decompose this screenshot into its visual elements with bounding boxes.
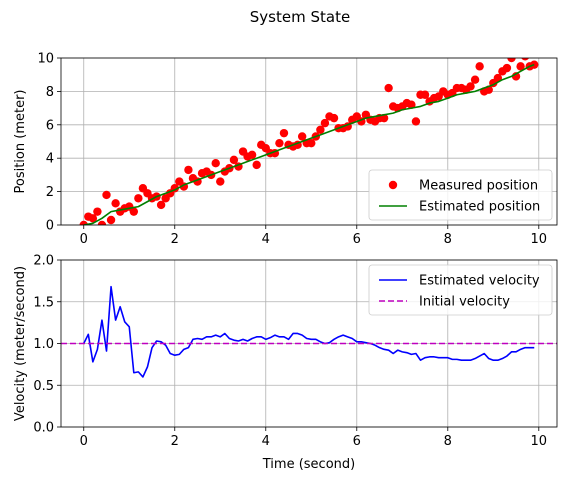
position-xtick-label: 2 bbox=[171, 232, 179, 247]
measured-position-point bbox=[316, 125, 325, 135]
measured-position-point bbox=[247, 150, 257, 160]
velocity-xlabel: Time (second) bbox=[262, 457, 355, 472]
position-xtick-label: 0 bbox=[80, 232, 88, 247]
measured-position-point bbox=[211, 159, 220, 168]
position-xtick-label: 4 bbox=[262, 232, 270, 247]
position-ylabel: Position (meter) bbox=[13, 90, 28, 194]
measured-position-point bbox=[252, 160, 261, 170]
position-series-1-line bbox=[83, 63, 535, 225]
measured-position-point bbox=[320, 118, 330, 128]
velocity-xtick-label: 2 bbox=[171, 434, 179, 449]
measured-position-point bbox=[493, 73, 503, 83]
velocity-ytick-label: 1.0 bbox=[33, 337, 54, 352]
legend-marker-icon bbox=[388, 180, 398, 190]
position-axes-frame bbox=[60, 57, 558, 226]
measured-position-point bbox=[475, 62, 484, 71]
position-ytick-label: 4 bbox=[46, 152, 54, 167]
measured-position-point bbox=[229, 155, 239, 165]
position-legend-label: Measured position bbox=[419, 179, 538, 194]
velocity-panel: 0 2 4 6 8 10 0.0 0.5 1.0 1.5 2.0 Velocity (meter/se… bbox=[13, 254, 558, 472]
measured-position-point bbox=[466, 82, 475, 91]
position-panel: 0 2 4 6 8 10 0 2 4 6 8 10 Position (meter) Measured p… bbox=[13, 52, 558, 247]
measured-position-point bbox=[111, 199, 120, 208]
position-legend-label: Estimated position bbox=[419, 200, 540, 215]
position-legend-box bbox=[368, 169, 553, 221]
velocity-ytick-label: 0.0 bbox=[33, 421, 54, 436]
measured-position-point bbox=[379, 113, 389, 123]
velocity-legend-box bbox=[368, 264, 553, 316]
measured-position-point bbox=[134, 194, 143, 203]
measured-position-point bbox=[521, 58, 529, 61]
measured-position-point bbox=[420, 90, 430, 99]
velocity-plot-area bbox=[61, 285, 557, 378]
velocity-xtick-label: 8 bbox=[444, 434, 452, 449]
measured-position-point bbox=[97, 220, 107, 225]
measured-position-point bbox=[279, 128, 289, 138]
velocity-series-0-line bbox=[83, 285, 535, 378]
measured-position-point bbox=[106, 215, 116, 225]
measured-position-point bbox=[297, 132, 307, 141]
position-ytick-label: 2 bbox=[46, 185, 54, 200]
measured-position-point bbox=[156, 200, 166, 210]
measured-position-point bbox=[384, 83, 393, 93]
measured-position-point bbox=[307, 138, 316, 148]
measured-position-point bbox=[129, 207, 139, 216]
position-ytick-label: 8 bbox=[46, 85, 54, 100]
velocity-legend-label: Initial velocity bbox=[419, 295, 510, 310]
measured-position-point bbox=[470, 75, 480, 84]
velocity-ytick-label: 0.5 bbox=[33, 379, 54, 394]
position-xtick-label: 8 bbox=[444, 232, 452, 247]
position-legend: Measured position Estimated position bbox=[368, 169, 553, 221]
measured-position-point bbox=[275, 138, 284, 148]
position-ytick-label: 10 bbox=[37, 52, 54, 67]
measured-position-point bbox=[329, 113, 339, 123]
velocity-xtick-label: 0 bbox=[80, 434, 88, 449]
position-plot-area bbox=[79, 58, 539, 225]
measured-position-point bbox=[507, 58, 516, 63]
velocity-xtick-label: 6 bbox=[353, 434, 361, 449]
velocity-legend-label: Estimated velocity bbox=[419, 274, 540, 289]
velocity-xtick-label: 10 bbox=[531, 434, 548, 449]
measured-position-point bbox=[502, 63, 512, 73]
measured-position-point bbox=[407, 100, 416, 109]
velocity-legend: Estimated velocity Initial velocity bbox=[368, 264, 553, 316]
velocity-ylabel: Velocity (meter/second) bbox=[13, 266, 28, 421]
measured-position-point bbox=[102, 190, 111, 200]
measured-position-point bbox=[516, 62, 525, 71]
measured-position-point bbox=[93, 207, 102, 216]
measured-position-point bbox=[88, 214, 98, 223]
velocity-xtick-label: 4 bbox=[262, 434, 270, 449]
measured-position-point bbox=[216, 177, 225, 186]
figure-title: System State bbox=[250, 8, 350, 26]
position-ytick-label: 0 bbox=[46, 219, 54, 234]
velocity-ytick-label: 2.0 bbox=[33, 254, 54, 269]
measured-position-point bbox=[411, 117, 421, 126]
position-ytick-label: 6 bbox=[46, 118, 54, 133]
measured-position-point bbox=[184, 165, 193, 175]
measured-position-point bbox=[530, 60, 539, 69]
position-xtick-label: 6 bbox=[353, 232, 361, 247]
velocity-ytick-label: 1.5 bbox=[33, 295, 54, 310]
position-xtick-label: 10 bbox=[531, 232, 548, 247]
